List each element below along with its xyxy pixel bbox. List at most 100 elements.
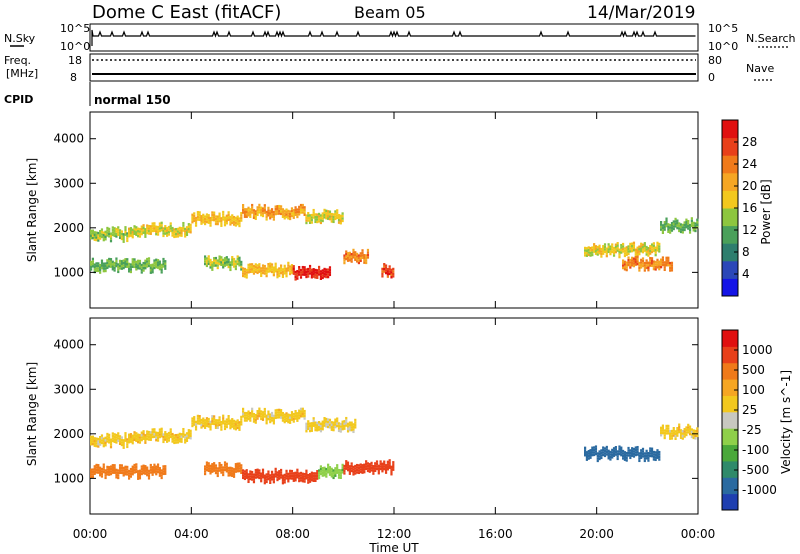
data-cell [316,426,319,429]
data-cell [138,262,142,265]
data-cell [144,264,147,267]
data-cell [187,433,190,437]
data-cell [328,473,332,476]
data-cell [692,429,695,432]
data-cell [627,258,630,262]
data-cell [681,434,684,438]
data-cell [115,262,118,265]
data-cell [327,468,330,472]
data-cell [267,262,270,266]
data-cell [193,423,196,426]
data-cell [636,253,639,257]
data-cell [191,220,194,224]
data-cell [90,440,93,444]
data-cell [327,423,330,426]
data-cell [379,465,382,468]
data-cell [654,456,657,459]
data-cell [176,230,180,233]
data-cell [151,227,154,230]
data-cell [308,477,312,481]
data-cell [115,436,118,439]
data-cell [122,441,125,445]
data-cell [665,264,668,267]
data-cell [323,208,326,212]
data-cell [117,471,120,475]
data-cell [296,272,299,275]
data-cell [674,432,677,436]
data-cell [314,213,317,216]
data-cell [390,468,393,471]
data-cell [223,420,227,423]
data-cell [278,416,281,419]
data-cell [350,464,353,468]
data-cell [330,217,333,221]
data-cell [180,231,183,235]
data-cell [187,225,190,228]
data-cell [214,222,218,226]
data-cell [370,469,373,472]
data-cell [287,413,290,416]
data-cell [584,251,587,255]
data-cell [386,268,389,271]
colorbar-swatch [722,395,738,413]
data-cell [303,271,306,274]
data-cell [258,409,261,413]
data-cell [90,468,93,471]
data-cell [674,430,677,433]
data-cell [589,254,592,257]
data-cell [665,219,668,223]
data-cell [229,419,232,423]
data-cell [289,267,292,271]
data-cell [231,469,234,473]
data-cell [263,269,266,273]
data-cell [256,473,259,476]
data-cell [236,220,239,223]
data-cell [225,219,228,222]
data-cell [383,267,386,271]
data-cell [100,439,104,442]
data-cell [618,447,621,451]
data-cell [323,270,326,273]
data-cell [265,417,268,420]
data-cell [240,216,243,220]
data-cell [319,219,323,222]
data-cell [207,219,210,222]
data-cell [669,228,672,232]
data-cell [294,278,297,281]
data-cell [162,470,165,473]
data-cell [643,264,646,267]
data-cell [232,424,236,428]
data-cell [278,267,281,270]
data-cell [274,414,277,417]
data-cell [109,467,113,471]
data-cell [681,429,684,433]
data-cell [144,262,147,265]
data-cell [392,272,395,276]
data-cell [140,263,143,267]
data-cell [111,228,114,232]
data-cell [129,229,133,232]
data-cell [153,264,156,267]
data-cell [600,456,603,460]
data-cell [339,214,342,218]
data-cell [124,468,127,471]
data-cell [310,271,313,274]
data-cell [354,423,357,427]
data-cell [263,211,266,214]
data-cell [307,420,310,423]
data-cell [345,419,348,422]
data-cell [243,475,247,478]
data-cell [118,469,122,472]
data-cell [357,259,361,262]
data-cell [131,468,134,471]
data-cell [151,224,154,228]
data-cell [298,213,301,216]
data-cell [321,269,324,272]
data-cell [113,232,116,235]
data-cell [167,436,171,440]
data-cell [314,273,317,277]
data-cell [227,258,230,261]
data-cell [632,452,636,456]
nave-tick-bottom: 0 [708,71,715,84]
data-cell [204,255,207,258]
